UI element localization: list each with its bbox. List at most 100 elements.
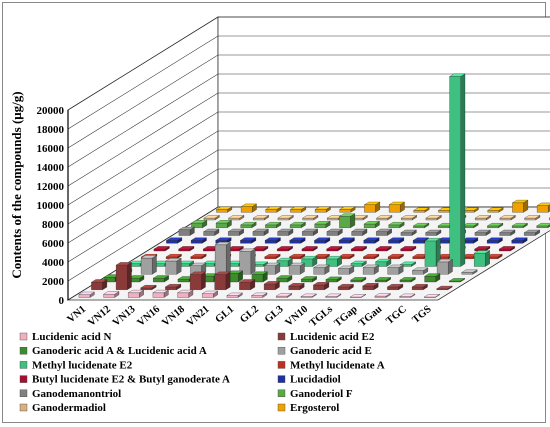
bar-top	[275, 293, 293, 297]
legend-label: Ganoderiol F	[290, 388, 353, 400]
bar-top	[190, 254, 207, 258]
bar	[424, 237, 441, 267]
bar	[313, 237, 331, 244]
bar	[351, 215, 368, 221]
bar-top	[388, 222, 405, 226]
bar-front	[499, 248, 511, 252]
bar	[227, 228, 245, 236]
bar-top	[226, 270, 244, 274]
bar	[300, 276, 318, 283]
bar-front	[474, 253, 486, 267]
bar	[289, 221, 307, 229]
bar-front	[277, 231, 289, 236]
bar	[115, 262, 133, 291]
bar	[264, 221, 282, 229]
bar-front	[375, 279, 387, 283]
bar-front	[313, 267, 325, 275]
bar	[264, 253, 281, 260]
legend-item: Ganoderic acid A & Lucidenic acid A	[19, 345, 207, 357]
bar-front	[203, 231, 215, 236]
bar	[362, 283, 379, 291]
bar-front	[351, 231, 363, 236]
bar-top	[277, 215, 294, 219]
bar	[288, 283, 305, 291]
bar-front	[376, 217, 388, 221]
bar-top	[288, 262, 306, 266]
grid-line	[67, 54, 550, 149]
bar-front	[314, 209, 327, 213]
bar-top	[363, 237, 380, 241]
bar	[238, 279, 256, 291]
bar-front	[401, 217, 413, 221]
bar	[276, 246, 294, 252]
bar	[277, 228, 294, 236]
bar	[140, 284, 157, 291]
bar-top	[152, 289, 169, 293]
bar	[423, 294, 441, 298]
bar	[400, 215, 418, 221]
bar-side	[127, 262, 132, 291]
bar-front	[388, 224, 400, 228]
bar-top	[214, 241, 232, 245]
bar-front	[424, 240, 437, 267]
bar-top	[300, 276, 318, 280]
bar-front	[264, 256, 276, 259]
bar-front	[277, 217, 290, 221]
bar-front	[178, 248, 190, 252]
bar-front	[216, 209, 228, 213]
bar	[387, 264, 404, 275]
bar	[215, 220, 233, 229]
bar-top	[338, 237, 356, 241]
bar-front	[153, 248, 166, 252]
bar-top	[412, 223, 430, 227]
bar-top	[189, 271, 207, 275]
category-label: VN10	[283, 304, 310, 329]
bar-top	[264, 222, 282, 226]
bar	[178, 226, 195, 236]
bar-front	[413, 210, 425, 213]
bar-front	[387, 286, 399, 290]
bar-top	[387, 264, 404, 268]
bar-top	[289, 237, 306, 241]
bar-top	[203, 215, 220, 219]
legend-item: Ganodermadiol	[19, 402, 106, 414]
bar	[152, 289, 169, 298]
bar-front	[78, 294, 91, 298]
y-tick-label: 6000	[42, 238, 65, 250]
bar-top	[140, 255, 158, 259]
bar-front	[326, 248, 338, 252]
legend-label: Ganoderic acid A & Lucidenic acid A	[32, 345, 207, 357]
bar	[449, 73, 466, 267]
bar-top	[436, 285, 453, 289]
bar-top	[103, 291, 120, 295]
bar	[164, 283, 182, 291]
bar-top	[411, 284, 429, 288]
bar	[325, 276, 342, 283]
bar-top	[388, 201, 406, 205]
bar-top	[276, 257, 293, 261]
bar-top	[387, 254, 405, 258]
bar	[363, 201, 381, 213]
bar-top	[399, 261, 417, 265]
bar-top	[263, 262, 281, 266]
bar-top	[399, 293, 416, 297]
bar	[178, 246, 195, 252]
bar	[499, 215, 516, 221]
bar-front	[277, 248, 289, 252]
bar	[473, 250, 491, 267]
bar-top	[289, 206, 307, 210]
bar-top	[227, 246, 244, 250]
category-label: TGS	[410, 304, 433, 326]
bar-top	[326, 246, 343, 250]
bar-top	[400, 246, 417, 250]
bar-front	[487, 225, 499, 228]
y-axis-label: Contents of the compounds (μg/g)	[9, 91, 24, 278]
bar	[302, 215, 319, 221]
bar-top	[374, 277, 392, 281]
bar-front	[339, 209, 351, 213]
bar-front	[524, 217, 536, 221]
bar-top	[413, 207, 430, 211]
bar-front	[376, 231, 388, 236]
legend-label: Lucidenic acid E2	[290, 331, 375, 343]
